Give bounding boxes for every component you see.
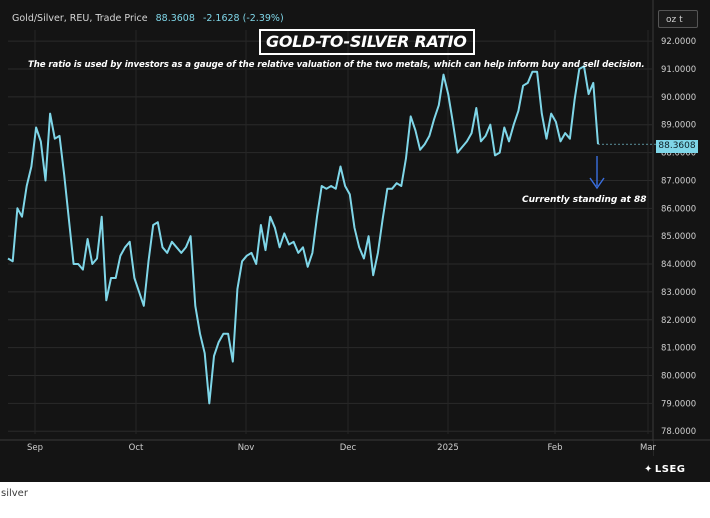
chart-panel: 92.0000 91.0000 90.0000 89.0000 88.0000 87.00… (0, 0, 710, 482)
logo-text: LSEG (654, 464, 686, 475)
y-tick-label: 79.0000 (661, 399, 696, 409)
y-tick-label: 83.0000 (661, 288, 696, 298)
last-value-label: 88.3608 (656, 140, 698, 153)
x-tick-label: Dec (340, 443, 357, 453)
unit-button[interactable]: oz t (658, 10, 698, 28)
x-tick-label: Mar (640, 443, 657, 453)
y-tick-label: 87.0000 (661, 176, 696, 186)
x-tick-label: Sep (27, 443, 43, 453)
series-layer (7, 65, 656, 405)
y-tick-label: 89.0000 (661, 121, 696, 131)
y-tick-label: 88.0000 (661, 149, 696, 159)
y-tick-label: 84.0000 (661, 260, 696, 270)
symbol-name: Gold/Silver, REU, Trade Price (12, 13, 148, 24)
grid (8, 30, 652, 434)
y-tick-label: 80.0000 (661, 371, 696, 381)
lseg-logo: ✦ LSEG (644, 464, 686, 475)
y-tick-label: 81.0000 (661, 344, 696, 354)
x-tick-label: Oct (129, 443, 144, 453)
lseg-logo-icon: ✦ (644, 464, 653, 475)
y-tick-label: 85.0000 (661, 232, 696, 242)
y-tick-label: 82.0000 (661, 316, 696, 326)
y-tick-label: 78.0000 (661, 427, 696, 437)
x-tick-label: 2025 (437, 443, 459, 453)
y-tick-label: 90.0000 (661, 93, 696, 103)
y-tick-label: 92.0000 (661, 37, 696, 47)
x-tick-label: Feb (547, 443, 562, 453)
chart-canvas: 92.0000 91.0000 90.0000 89.0000 88.0000 87.00… (0, 0, 710, 456)
x-axis-band (0, 441, 653, 456)
annotation-arrow (589, 156, 605, 190)
chart-title: GOLD-TO-SILVER RATIO (259, 29, 475, 55)
chart-subtitle: The ratio is used by investors as a gaug… (28, 60, 645, 70)
y-tick-label: 91.0000 (661, 65, 696, 75)
symbol-header: Gold/Silver, REU, Trade Price 88.3608 -2… (12, 13, 284, 24)
annotation-text: Currently standing at 88 (522, 195, 647, 205)
axes: 92.0000 91.0000 90.0000 89.0000 88.0000 87.00… (0, 0, 710, 456)
price-change: -2.1628 (-2.39%) (202, 13, 284, 24)
arrow-head (589, 177, 605, 190)
x-tick-label: Nov (238, 443, 255, 453)
image-caption: silver (1, 488, 28, 499)
ratio-series-line (7, 65, 599, 405)
y-tick-label: 86.0000 (661, 204, 696, 214)
last-price: 88.3608 (155, 13, 195, 24)
